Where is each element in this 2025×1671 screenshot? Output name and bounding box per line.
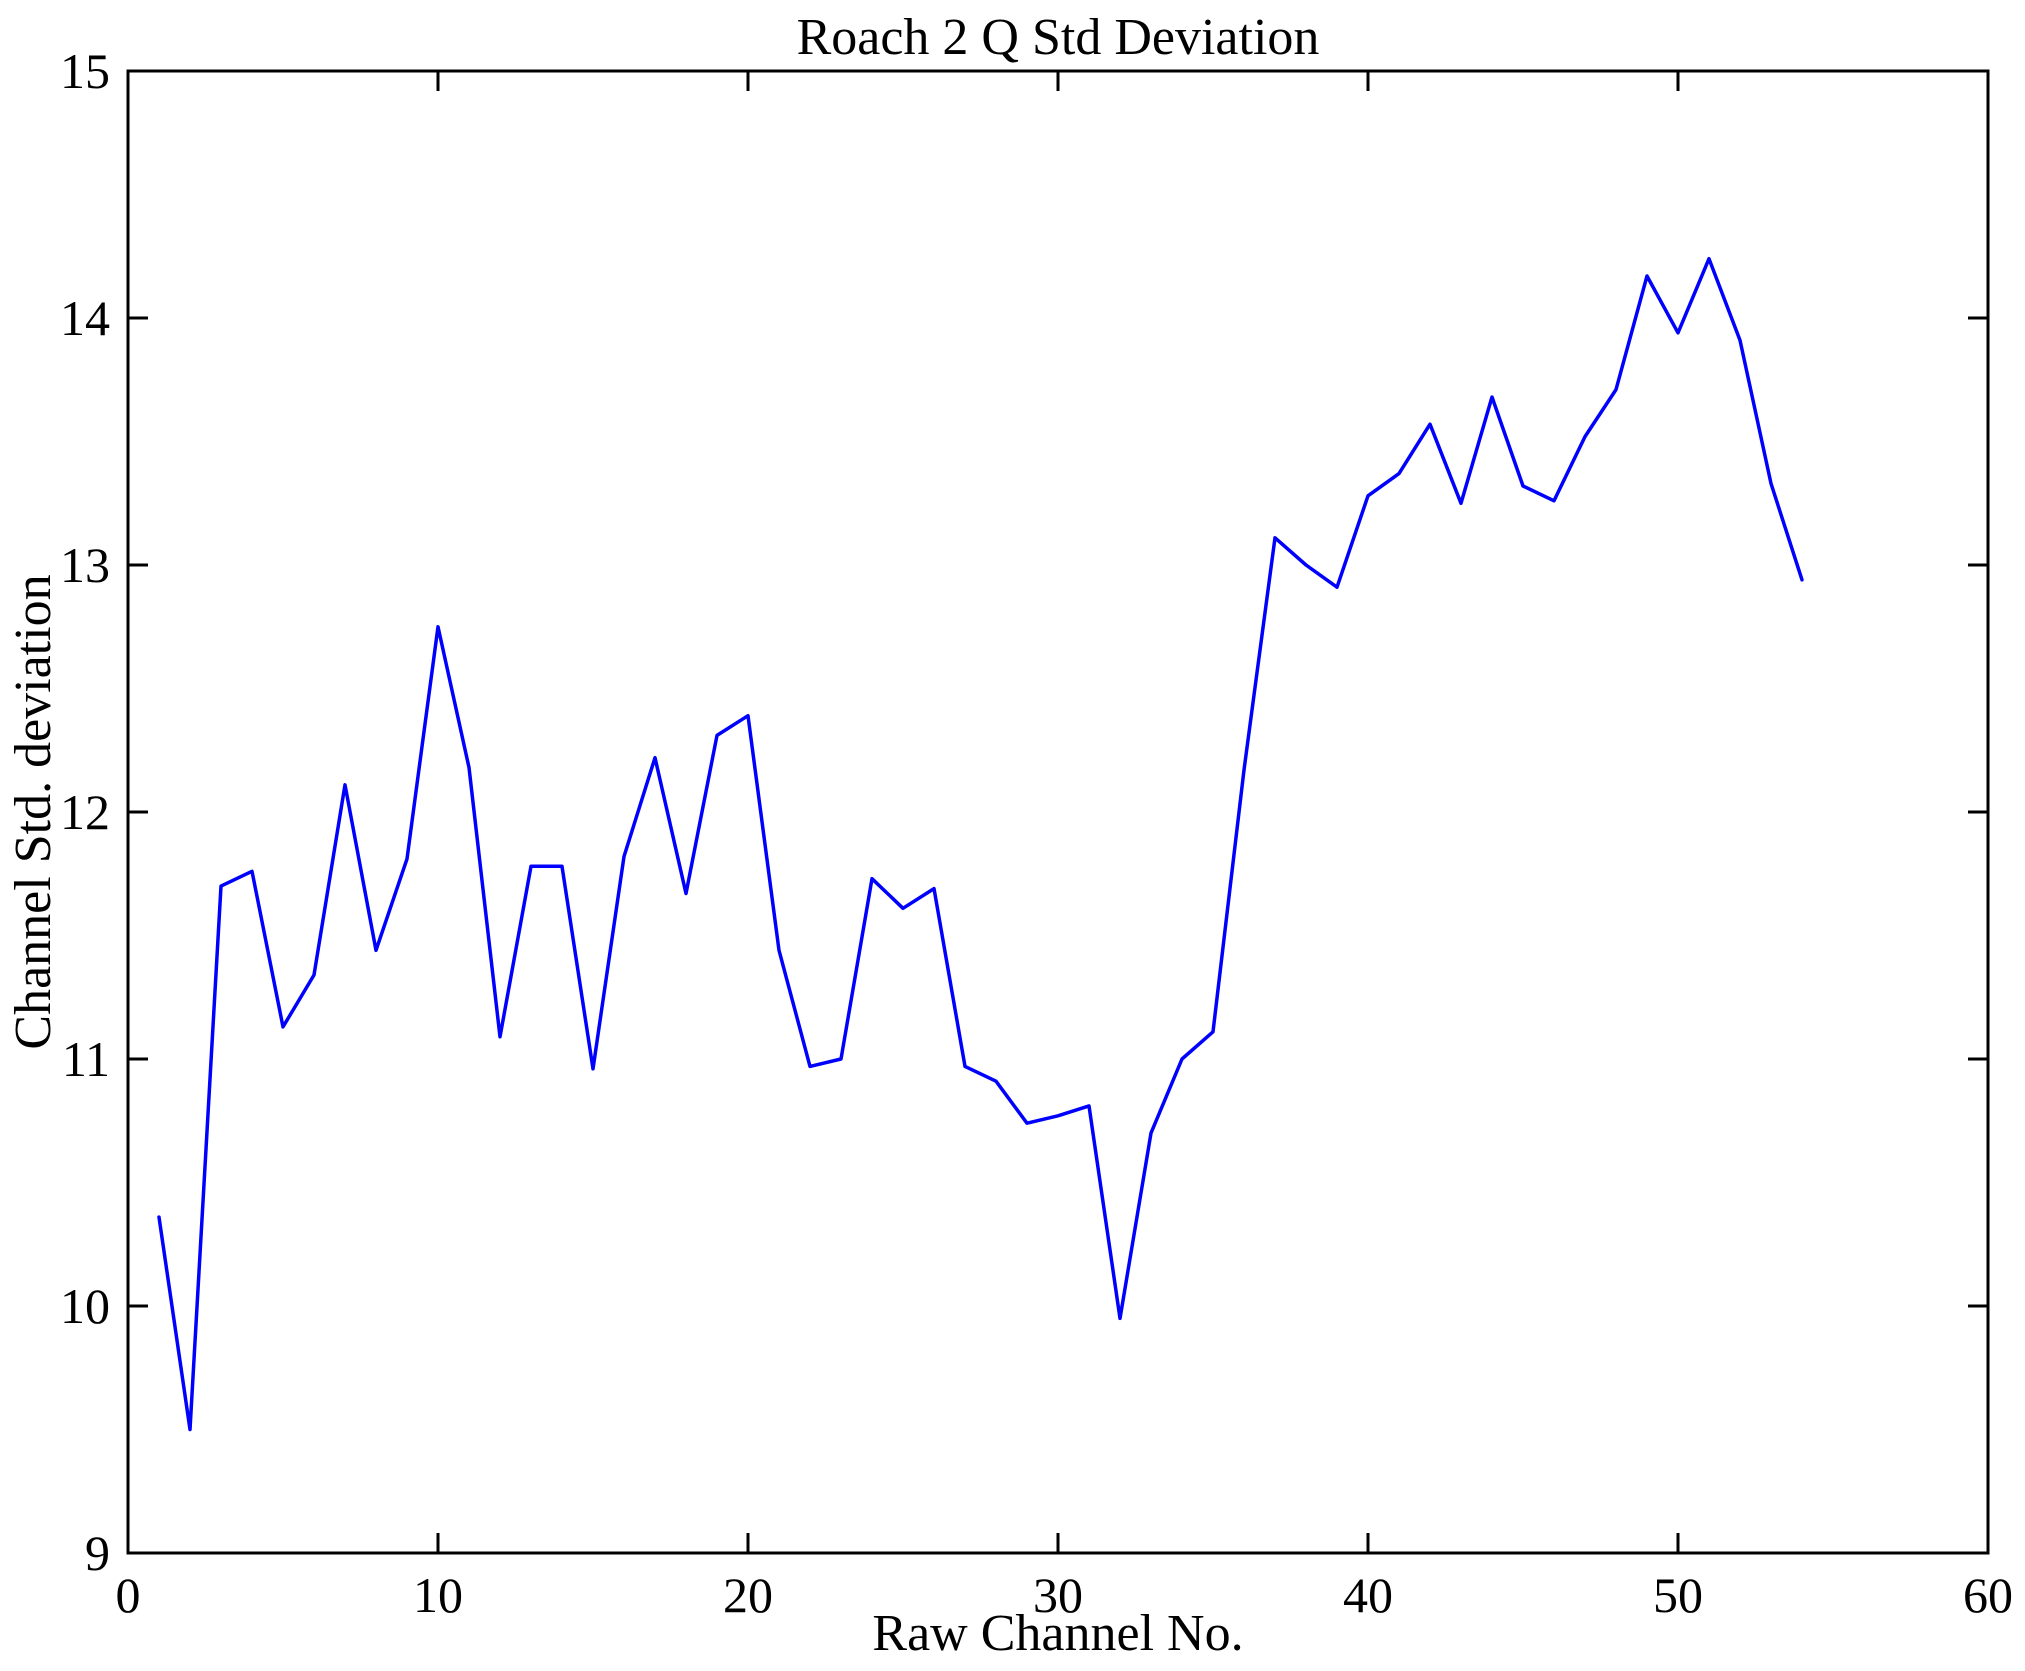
y-axis-label: Channel Std. deviation: [5, 574, 62, 1050]
x-tick-label: 60: [1963, 1567, 2013, 1623]
x-tick-label: 20: [723, 1567, 773, 1623]
x-tick-label: 0: [115, 1567, 141, 1623]
y-tick-label: 15: [60, 43, 110, 99]
x-tick-label: 30: [1033, 1567, 1083, 1623]
y-tick-label: 10: [60, 1278, 110, 1334]
y-tick-label: 11: [61, 1031, 110, 1087]
y-tick-label: 9: [85, 1525, 110, 1581]
y-tick-label: 12: [60, 784, 110, 840]
axes-box: [126, 69, 1990, 1555]
x-tick-label: 50: [1653, 1567, 1703, 1623]
data-line: [157, 256, 1804, 1432]
y-tick-label: 14: [60, 290, 110, 346]
y-tick-label: 13: [60, 537, 110, 593]
chart-title: Roach 2 Q Std Deviation: [796, 9, 1320, 66]
x-axis-label: Raw Channel No.: [872, 1605, 1244, 1662]
x-tick-label: 40: [1343, 1567, 1393, 1623]
x-tick-label: 10: [413, 1567, 463, 1623]
